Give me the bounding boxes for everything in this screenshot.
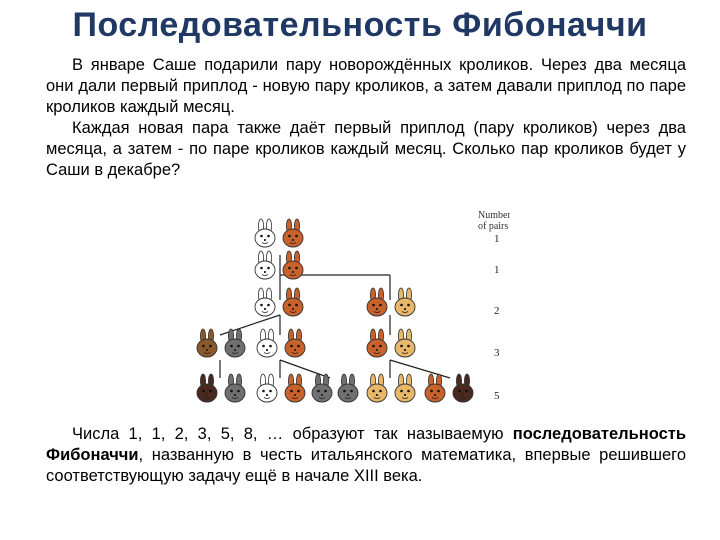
rabbit-icon (394, 328, 416, 358)
pair-count-5: 5 (494, 390, 500, 402)
rabbit-icon (256, 373, 278, 403)
paragraph-conclusion-end: , названную в честь итальянского математ… (46, 446, 686, 485)
rabbit-icon (254, 218, 276, 248)
rabbit-icon (282, 287, 304, 317)
paragraph-conclusion: Числа 1, 1, 2, 3, 5, 8, … образуют так н… (46, 424, 686, 487)
rabbit-icon (282, 218, 304, 248)
paragraph-intro-text: В январе Саше подарили пару новорождённы… (46, 56, 686, 116)
rabbit-icon (394, 373, 416, 403)
rabbit-pairs (196, 218, 474, 403)
pair-count-3: 2 (494, 305, 500, 317)
rabbit-icon (337, 373, 359, 403)
rabbit-icon (366, 373, 388, 403)
tree-lines (219, 255, 451, 379)
rabbit-icon (452, 373, 474, 403)
paragraph-question: Каждая новая пара также даёт первый прип… (46, 118, 686, 181)
rabbit-icon (394, 287, 416, 317)
rabbit-icon (256, 328, 278, 358)
rabbit-icon (282, 250, 304, 280)
paragraph-question-text: Каждая новая пара также даёт первый прип… (46, 119, 686, 179)
paragraph-conclusion-start: Числа 1, 1, 2, 3, 5, 8, … образуют так н… (72, 425, 513, 443)
rabbit-icon (196, 373, 218, 403)
pair-count-2: 1 (494, 264, 500, 276)
diagram-header-line2: of pairs (478, 221, 508, 232)
rabbit-icon (224, 373, 246, 403)
rabbit-icon (311, 373, 333, 403)
rabbit-icon (254, 287, 276, 317)
page-title: Последовательность Фибоначчи (72, 6, 648, 44)
rabbit-icon (254, 250, 276, 280)
diagram-header-line1: Number (478, 210, 510, 221)
paragraph-intro: В январе Саше подарили пару новорождённы… (46, 55, 686, 118)
rabbit-icon (284, 328, 306, 358)
pair-count-4: 3 (494, 347, 500, 359)
fibonacci-term: последовательность Фибоначчи (46, 425, 686, 464)
rabbit-icon (366, 328, 388, 358)
rabbit-icon (424, 373, 446, 403)
rabbit-icon (224, 328, 246, 358)
rabbit-tree-diagram: Number of pairs 1 1 2 3 5 (196, 210, 510, 403)
pair-count-1: 1 (494, 233, 500, 245)
rabbit-icon (196, 328, 218, 358)
rabbit-icon (366, 287, 388, 317)
rabbit-icon (284, 373, 306, 403)
